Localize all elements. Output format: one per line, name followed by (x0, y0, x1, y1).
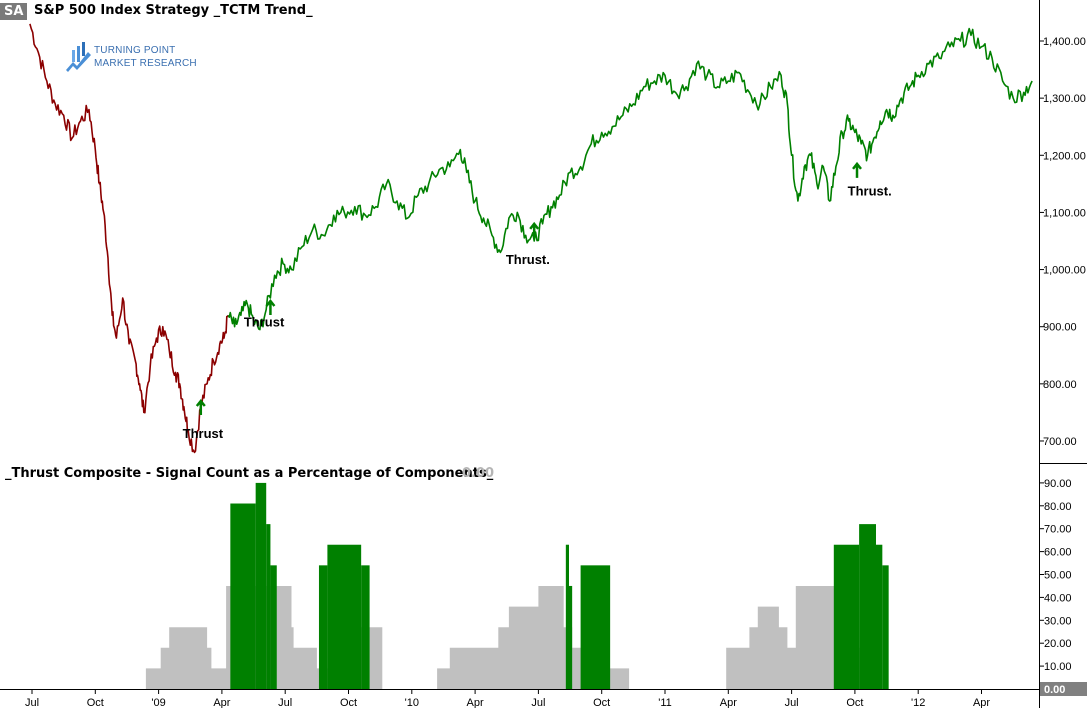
logo-line-2: MARKET RESEARCH (94, 58, 197, 69)
composite-y-tick-label: 40.00 (1044, 592, 1072, 604)
composite-y-tick-label: 60.00 (1044, 547, 1072, 559)
price-y-tick-label: 1,000.00 (1043, 265, 1086, 277)
thrust-annotation: Thrust (183, 426, 224, 441)
thrust-annotation: Thrust. (506, 252, 550, 267)
x-tick-label: Jul (531, 697, 545, 708)
x-tick-label: Jul (278, 697, 292, 708)
signal-bar (230, 503, 256, 689)
price-y-tick-label: 1,300.00 (1043, 93, 1086, 105)
composite-y-tick-label: 10.00 (1044, 661, 1072, 673)
signal-bar (361, 565, 370, 689)
x-tick-label: '11 (658, 697, 672, 708)
price-y-tick-label: 800.00 (1043, 379, 1077, 391)
x-tick-label: Oct (593, 697, 610, 708)
bar-chart-logo-icon (66, 42, 91, 72)
composite-y-tick-label: 80.00 (1044, 501, 1072, 513)
x-tick-label: Apr (973, 697, 990, 708)
x-tick-label: Apr (213, 697, 230, 708)
downtrend-series-line (29, 23, 229, 454)
signal-bar (882, 565, 889, 689)
price-y-tick-label: 900.00 (1043, 322, 1077, 334)
thrust-annotation: Thrust (244, 315, 285, 330)
thrust-annotation: Thrust. (848, 183, 892, 198)
price-y-tick-label: 700.00 (1043, 436, 1077, 448)
x-tick-label: Oct (340, 697, 357, 708)
composite-value-badge-text: 0.00 (1044, 684, 1065, 696)
x-tick-label: Oct (846, 697, 863, 708)
composite-y-tick-label: 50.00 (1044, 570, 1072, 582)
signal-bar (565, 544, 569, 689)
signal-bar (266, 524, 271, 689)
composite-y-tick-label: 90.00 (1044, 478, 1072, 490)
thrust-signal-arrow (195, 398, 206, 415)
signal-bar (255, 482, 267, 689)
thrust-signal-arrow (529, 221, 540, 238)
composite-y-tick-label: 20.00 (1044, 638, 1072, 650)
turning-point-logo: TURNING POINT MARKET RESEARCH (64, 40, 214, 76)
thrust-signal-arrow (265, 298, 276, 315)
price-chart-title: S&P 500 Index Strategy _TCTM Trend_ (34, 3, 313, 18)
signal-bar (270, 565, 277, 689)
price-y-tick-label: 1,200.00 (1043, 150, 1086, 162)
composite-value-badge (1040, 682, 1087, 696)
composite-y-tick-label: 30.00 (1044, 615, 1072, 627)
logo-line-1: TURNING POINT (94, 45, 176, 56)
signal-bar (876, 544, 883, 689)
x-tick-label: Oct (87, 697, 104, 708)
x-tick-label: Jul (785, 697, 799, 708)
composite-y-tick-label: 70.00 (1044, 524, 1072, 536)
signal-bar (580, 565, 611, 689)
composite-background-area (145, 586, 874, 689)
signal-bar (327, 544, 362, 689)
symbol-badge: SA (0, 3, 28, 20)
signal-bar (318, 565, 328, 689)
x-tick-label: '12 (911, 697, 925, 708)
signal-bar (568, 585, 573, 689)
x-tick-label: Jul (25, 697, 39, 708)
composite-current-value: 0.00 (462, 466, 495, 481)
signal-bar (859, 524, 876, 689)
x-tick-label: Apr (467, 697, 484, 708)
x-tick-label: '10 (405, 697, 419, 708)
uptrend-series-line (227, 27, 1033, 331)
composite-panel-title: _Thrust Composite - Signal Count as a Pe… (5, 466, 494, 481)
signal-bar (833, 544, 860, 689)
x-tick-label: Apr (720, 697, 737, 708)
x-tick-label: '09 (151, 697, 165, 708)
thrust-signal-arrow (852, 161, 862, 178)
price-y-tick-label: 1,400.00 (1043, 36, 1086, 48)
price-y-tick-label: 1,100.00 (1043, 207, 1086, 219)
